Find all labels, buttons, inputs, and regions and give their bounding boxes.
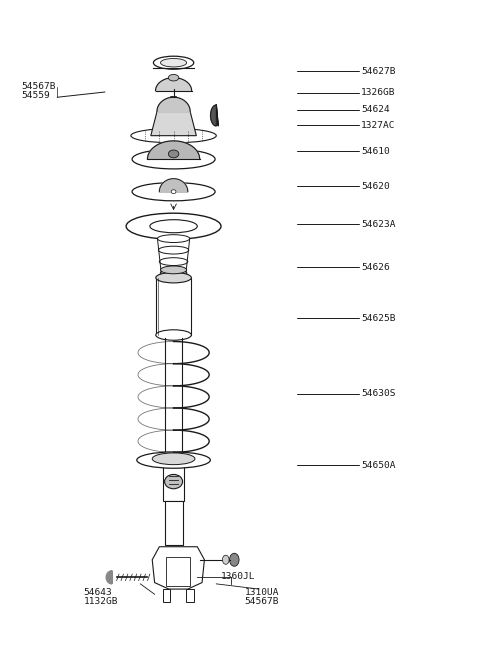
Bar	[167, 556, 190, 586]
Text: 54630S: 54630S	[361, 389, 396, 398]
Text: 54567B: 54567B	[245, 597, 279, 606]
Ellipse shape	[131, 129, 216, 143]
Text: 54624: 54624	[361, 105, 390, 114]
Text: 54643: 54643	[84, 588, 112, 597]
Text: 54625B: 54625B	[361, 313, 396, 323]
Circle shape	[222, 555, 229, 564]
Ellipse shape	[132, 149, 215, 169]
Ellipse shape	[150, 219, 197, 233]
Ellipse shape	[160, 58, 187, 67]
Text: 1326GB: 1326GB	[361, 88, 396, 97]
Ellipse shape	[168, 150, 179, 158]
Polygon shape	[157, 97, 190, 112]
Ellipse shape	[171, 190, 176, 194]
Ellipse shape	[157, 235, 190, 242]
Ellipse shape	[132, 183, 215, 201]
Polygon shape	[159, 179, 188, 192]
Text: 54650A: 54650A	[361, 461, 396, 470]
Polygon shape	[156, 78, 192, 91]
Ellipse shape	[126, 213, 221, 239]
Ellipse shape	[165, 474, 182, 489]
Ellipse shape	[156, 273, 192, 283]
Text: 54623A: 54623A	[361, 220, 396, 229]
Text: 1132GB: 1132GB	[84, 597, 118, 606]
Ellipse shape	[168, 74, 179, 81]
Bar	[163, 589, 170, 602]
Bar	[163, 459, 184, 501]
Text: 54627B: 54627B	[361, 66, 396, 76]
Bar	[156, 278, 192, 335]
Polygon shape	[106, 571, 112, 584]
Text: 1327AC: 1327AC	[361, 121, 396, 129]
Ellipse shape	[137, 452, 210, 468]
Bar	[165, 501, 182, 545]
Polygon shape	[147, 141, 200, 159]
Ellipse shape	[160, 266, 187, 274]
Ellipse shape	[152, 453, 195, 464]
Text: 1360JL: 1360JL	[221, 572, 255, 581]
Ellipse shape	[156, 330, 192, 340]
Polygon shape	[151, 112, 196, 136]
Ellipse shape	[160, 269, 187, 277]
Text: 54620: 54620	[361, 182, 390, 191]
Polygon shape	[152, 547, 204, 589]
Ellipse shape	[159, 258, 188, 265]
Ellipse shape	[168, 102, 180, 107]
Ellipse shape	[163, 455, 184, 463]
Bar	[186, 589, 194, 602]
Polygon shape	[211, 105, 218, 126]
Text: 1310UA: 1310UA	[245, 588, 279, 597]
Circle shape	[229, 553, 239, 566]
Ellipse shape	[159, 101, 188, 110]
Text: 54559: 54559	[22, 91, 50, 100]
Text: 54626: 54626	[361, 263, 390, 272]
Text: 54567B: 54567B	[22, 81, 56, 91]
Text: 54610: 54610	[361, 147, 390, 156]
Ellipse shape	[158, 246, 189, 254]
Ellipse shape	[154, 57, 194, 69]
